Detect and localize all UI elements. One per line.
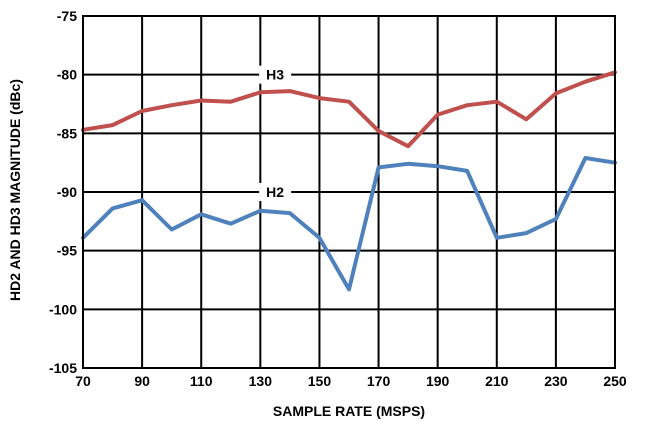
series-labels: H3 H2 (259, 65, 292, 201)
x-tick-label: 250 (603, 373, 627, 389)
y-tick-label: -80 (57, 67, 77, 83)
y-tick-label: -85 (57, 125, 77, 141)
x-tick-label: 150 (308, 373, 332, 389)
series-line-h3 (81, 70, 617, 149)
y-tick-label: -100 (49, 301, 77, 317)
x-tick-label: 130 (249, 373, 273, 389)
y-tick-label: -90 (57, 184, 77, 200)
x-tick-label: 110 (190, 373, 213, 389)
series-line-h2 (81, 156, 617, 292)
x-tick-label: 230 (544, 373, 568, 389)
series-layer (81, 70, 617, 292)
y-tick-labels: -75 -80 -85 -90 -95 -100 -105 (49, 8, 77, 376)
plot-frame (82, 15, 616, 369)
series-label-h3: H3 (266, 67, 284, 83)
y-tick-label: -105 (49, 360, 77, 376)
x-tick-label: 170 (367, 373, 391, 389)
x-tick-label: 70 (75, 373, 91, 389)
series-label-background (259, 183, 292, 201)
x-tick-label: 90 (134, 373, 150, 389)
y-tick-label: -95 (57, 243, 77, 259)
grid (83, 16, 615, 368)
x-tick-label: 190 (426, 373, 450, 389)
y-axis-label: HD2 AND HD3 MAGNITUDE (dBc) (7, 79, 23, 301)
x-axis-label: SAMPLE RATE (MSPS) (273, 403, 425, 419)
series-label-background (259, 65, 292, 84)
y-tick-label: -75 (57, 8, 77, 24)
x-tick-labels: 70 90 110 130 150 170 190 210 230 250 (75, 373, 627, 389)
series-label-h2: H2 (266, 184, 284, 200)
x-tick-label: 210 (485, 373, 509, 389)
